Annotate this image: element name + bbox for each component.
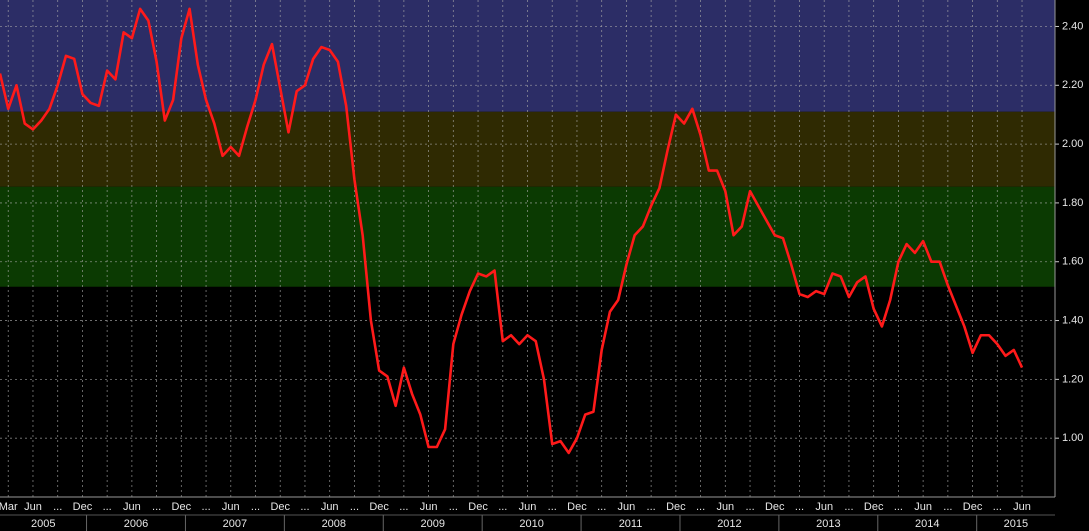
year-label: 2008 [322,518,346,530]
x-tick-label: ... [993,501,1002,513]
x-tick-label: ... [894,501,903,513]
x-tick-label: Jun [1013,501,1031,513]
y-tick-label: 2.40 [1062,20,1083,32]
x-tick-label: Dec [369,501,389,513]
data-line [0,7,1024,455]
x-tick-label: Dec [468,501,488,513]
x-tick-label: Mar [0,501,18,513]
x-tick-label: Jun [420,501,438,513]
year-label: 2007 [223,518,247,530]
year-label: 2005 [31,518,55,530]
y-tick-label: 2.00 [1062,138,1083,150]
x-tick-label: Dec [666,501,686,513]
x-tick-label: Jun [123,501,141,513]
x-tick-label: ... [647,501,656,513]
year-label: 2009 [420,518,444,530]
y-tick-label: 2.20 [1062,79,1083,91]
x-tick-label: Dec [567,501,587,513]
x-tick-label: ... [201,501,210,513]
x-tick-label: Dec [73,501,93,513]
x-tick-label: Jun [519,501,537,513]
y-tick-label: 1.40 [1062,314,1083,326]
x-tick-label: Jun [321,501,339,513]
x-tick-label: ... [53,501,62,513]
year-label: 2006 [124,518,148,530]
x-tick-label: ... [449,501,458,513]
year-label: 2013 [816,518,840,530]
x-tick-label: Dec [172,501,192,513]
x-tick-label: ... [251,501,260,513]
x-tick-label: ... [696,501,705,513]
x-tick-label: ... [943,501,952,513]
year-label: 2010 [519,518,543,530]
x-tick-label: ... [152,501,161,513]
x-tick-label: Dec [864,501,884,513]
x-tick-label: ... [399,501,408,513]
x-tick-label: ... [548,501,557,513]
x-tick-label: ... [745,501,754,513]
year-label: 2015 [1004,518,1028,530]
year-label: 2012 [717,518,741,530]
y-tick-label: 1.60 [1062,256,1083,268]
x-tick-label: Jun [222,501,240,513]
y-tick-label: 1.20 [1062,373,1083,385]
y-tick-label: 1.00 [1062,432,1083,444]
x-tick-label: ... [103,501,112,513]
x-tick-label: Jun [716,501,734,513]
x-tick-label: ... [795,501,804,513]
x-tick-label: ... [300,501,309,513]
x-tick-label: ... [597,501,606,513]
year-label: 2014 [915,518,939,530]
x-tick-label: ... [844,501,853,513]
band [0,111,1055,187]
x-tick-label: Dec [765,501,785,513]
year-label: 2011 [619,518,643,530]
x-tick-label: ... [498,501,507,513]
x-tick-label: Jun [914,501,932,513]
y-tick-label: 1.80 [1062,197,1083,209]
x-tick-label: Dec [270,501,290,513]
x-tick-label: Jun [815,501,833,513]
x-tick-label: ... [350,501,359,513]
x-tick-label: Jun [618,501,636,513]
x-tick-label: Jun [24,501,42,513]
x-tick-label: Dec [963,501,983,513]
